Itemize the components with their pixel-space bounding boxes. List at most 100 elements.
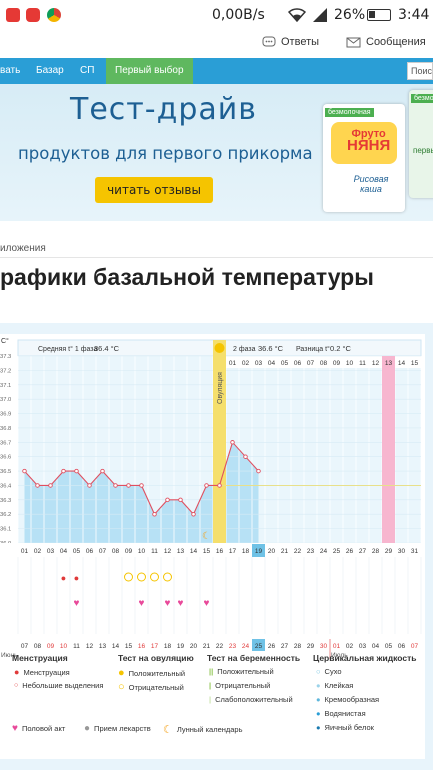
- cycle-day-label: 13: [177, 548, 185, 555]
- single-bar-icon: |: [209, 681, 212, 690]
- banner-subtitle: продуктов для первого прикорма: [18, 144, 313, 163]
- calendar-date-label: 21: [203, 643, 211, 650]
- calendar-date-label: 11: [73, 643, 80, 650]
- legend-ovulation-positive: ● Положительный: [118, 667, 186, 679]
- month-june-label: Июнь: [1, 652, 18, 659]
- blood-drop-icon: ●: [61, 573, 66, 583]
- legend-pregnancy-positive: || Положительный: [209, 667, 274, 676]
- search-input[interactable]: Поиск: [407, 62, 433, 80]
- calendar-date-label: 09: [47, 643, 55, 650]
- temperature-point: [74, 468, 79, 474]
- legend-ovulation-test-title: Тест на овуляцию: [118, 653, 194, 663]
- calendar-date-label: 02: [346, 643, 354, 650]
- app-icon: [6, 8, 20, 22]
- difference-value: 0.2 °С: [330, 344, 352, 353]
- blood-drop-icon: ●: [14, 667, 20, 677]
- legend-menstruation: ● Менструация: [14, 667, 70, 677]
- legend-ovulation-negative: ○ Отрицательный: [118, 681, 184, 693]
- cycle-day-label: 11: [151, 548, 158, 555]
- calendar-date-label: 04: [372, 643, 380, 650]
- temperature-point: [35, 483, 40, 488]
- y-tick-label: 36.4: [0, 483, 12, 489]
- cycle-day-label: 27: [359, 548, 367, 555]
- y-tick-label: 37.3: [0, 354, 11, 360]
- chart-panel: С° Средняя t° 1 фаза 36.4 °С 2 фаза 36.6 °С Р…: [0, 334, 425, 759]
- ovulation-label: Овуляция: [217, 372, 224, 404]
- legend-cervical-sticky: ● Клейкая: [316, 681, 354, 690]
- phase2-day-label: 03: [255, 360, 263, 367]
- phase2-day-label: 14: [398, 360, 406, 367]
- calendar-today-highlight: [252, 639, 265, 651]
- cycle-day-label: 21: [281, 548, 289, 555]
- ovulation-negative-icon: [124, 572, 133, 582]
- cycle-day-label: 10: [138, 548, 146, 555]
- menu-item-first-choice[interactable]: Первый выбор: [106, 58, 193, 84]
- cycle-day-label: 19: [255, 548, 263, 555]
- banner-title: Тест-драйв: [70, 92, 257, 127]
- phase2-day-label: 06: [294, 360, 302, 367]
- cycle-day-label: 28: [372, 548, 380, 555]
- phase2-label: 2 фаза: [233, 346, 256, 353]
- blood-drop-icon: ●: [74, 573, 79, 583]
- y-tick-label: 36.5: [0, 469, 11, 475]
- phase2-day-label: 02: [242, 360, 250, 367]
- messages-link[interactable]: Сообщения: [346, 36, 426, 48]
- drop-dark-icon: ●: [316, 723, 321, 732]
- phase2-day-label: 09: [333, 360, 341, 367]
- cycle-day-label: 23: [307, 548, 315, 555]
- double-bar-icon: ||: [209, 667, 214, 676]
- answers-link[interactable]: Ответы: [262, 36, 319, 48]
- read-reviews-button[interactable]: читать отзывы: [95, 177, 213, 203]
- breadcrumb[interactable]: иложения: [0, 243, 46, 254]
- month-july-label: Июль: [331, 652, 348, 659]
- temperature-point: [191, 511, 196, 517]
- package-label-2: первый выбор: [413, 146, 433, 155]
- calendar-date-label: 30: [320, 643, 328, 650]
- y-tick-label: 36.7: [0, 440, 11, 446]
- phase2-day-label: 07: [307, 360, 315, 367]
- cycle-day-label: 12: [164, 548, 172, 555]
- temperature-point: [100, 468, 105, 474]
- temperature-point: [139, 483, 144, 488]
- calendar-date-label: 07: [411, 643, 419, 650]
- calendar-date-label: 27: [281, 643, 289, 650]
- sun-outline-icon: ○: [118, 681, 125, 693]
- calendar-date-label: 19: [177, 643, 185, 650]
- legend-cervical-watery: ● Водянистая: [316, 709, 366, 718]
- calendar-date-label: 14: [112, 643, 120, 650]
- promo-banner[interactable]: Тест-драйв продуктов для первого прикорм…: [0, 84, 433, 221]
- ovulation-sun-icon: [214, 343, 225, 353]
- main-menu: вать Базар СП Первый выбор Поиск: [0, 58, 433, 84]
- legend-lunar: ☾ Лунный календарь: [163, 724, 243, 736]
- legend-menstruation-title: Менструация: [12, 653, 68, 663]
- menu-item-partial[interactable]: вать: [0, 65, 21, 76]
- legend-cervical-dry: ○ Сухо: [316, 667, 342, 676]
- temperature-point: [178, 497, 183, 503]
- difference-label: Разница t°: [296, 345, 330, 353]
- temperature-point: [87, 483, 92, 488]
- cycle-day-label: 30: [398, 548, 406, 555]
- cycle-day-label: 14: [190, 548, 198, 555]
- phase2-day-label: 08: [320, 360, 328, 367]
- cycle-day-label: 15: [203, 548, 211, 555]
- youtube-icon: [26, 8, 40, 22]
- calendar-date-label: 22: [216, 643, 224, 650]
- y-tick-label: 36.2: [0, 512, 11, 518]
- product-package-1: безмолочная Фруто НЯНЯ Рисовая каша: [323, 104, 405, 212]
- top-nav: Ответы Сообщения: [0, 30, 433, 58]
- signal-icon: [313, 8, 327, 22]
- cycle-day-label: 24: [320, 548, 328, 555]
- legend-cervical-title: Цервикальная жидкость: [313, 653, 417, 663]
- phase2-day-label: 11: [359, 360, 366, 367]
- ovulation-negative-icon: [150, 572, 159, 582]
- menu-item-sp[interactable]: СП: [80, 65, 95, 76]
- network-speed: 0,00B/s: [212, 7, 265, 23]
- drop-medium-icon: ●: [316, 695, 321, 704]
- calendar-date-label: 24: [242, 643, 250, 650]
- menu-item-bazar[interactable]: Базар: [36, 65, 64, 76]
- legend-intercourse: ♥ Половой акт: [12, 723, 66, 734]
- chat-icon: [262, 36, 276, 47]
- cycle-day-label: 17: [229, 548, 237, 555]
- temperature-point: [165, 497, 170, 503]
